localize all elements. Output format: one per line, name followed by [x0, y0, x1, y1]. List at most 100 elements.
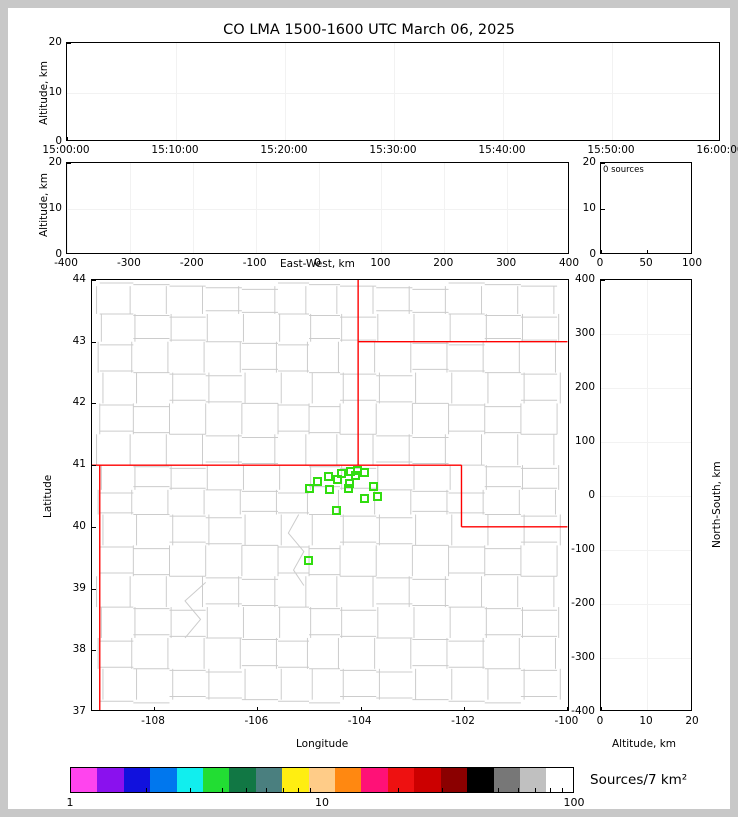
gridline [318, 163, 320, 253]
panel-northsouth-altitude[interactable] [600, 279, 692, 711]
colorbar-minor-tick [442, 788, 444, 792]
tick-mark [601, 249, 602, 253]
colorbar-band [150, 768, 177, 792]
source-marker [351, 470, 361, 480]
colorbar-minor-tick [534, 788, 536, 792]
tick-mark [92, 341, 96, 343]
axis-tick-label: 200 [433, 257, 454, 269]
colorbar-minor-tick [549, 788, 551, 792]
tick-mark [257, 706, 259, 710]
tick-mark [567, 706, 568, 710]
axis-tick-label: 42 [72, 396, 86, 409]
tick-mark [647, 249, 648, 253]
panel-time-altitude[interactable] [66, 42, 720, 141]
tick-mark [92, 403, 96, 405]
axis-tick-label: -100 [242, 257, 267, 269]
gridline [601, 496, 691, 497]
axis-tick-label: 15:20:00 [260, 144, 308, 156]
axis-tick-label: 200 [574, 381, 595, 393]
axis-tick-label: 10 [48, 202, 62, 214]
colorbar-minor-tick [473, 788, 475, 792]
colorbar-band [440, 768, 468, 792]
colorbar-band [361, 768, 388, 792]
tick-mark [67, 43, 71, 44]
gridline [67, 163, 68, 253]
axis-tick-label: 100 [370, 257, 391, 269]
axis-tick-label: 400 [574, 273, 595, 285]
gridline [601, 604, 691, 605]
source-marker [332, 506, 342, 516]
gridline [601, 442, 691, 443]
gridline [381, 163, 383, 253]
tick-mark [92, 465, 96, 467]
colorbar-tick-label: 1 [66, 796, 74, 809]
gridline [255, 163, 257, 253]
colorbar-band [203, 768, 230, 792]
colorbar-minor-tick [266, 788, 268, 792]
colorbar-minor-tick [145, 788, 147, 792]
colorbar-minor-tick [518, 788, 520, 792]
axis-tick-label: 0 [589, 248, 596, 260]
axis-tick-label: 10 [48, 85, 62, 98]
source-marker [343, 484, 353, 494]
axis-label-altitude-3: Altitude, km [612, 738, 677, 750]
axis-tick-label: -102 [451, 715, 475, 727]
panel-altitude-histogram[interactable]: 0 sources [600, 162, 692, 254]
axis-tick-label: 300 [496, 257, 517, 269]
colorbar[interactable] [70, 767, 574, 793]
source-marker [303, 555, 313, 565]
source-marker [372, 491, 382, 501]
axis-tick-label: 400 [558, 257, 580, 269]
tick-mark [601, 163, 605, 164]
colorbar-band [176, 768, 204, 792]
colorbar-band [519, 768, 547, 792]
tick-mark [360, 706, 362, 710]
colorbar-band [229, 768, 256, 792]
axis-tick-label: -104 [347, 715, 372, 727]
axis-tick-label: -100 [554, 715, 579, 727]
gridline [176, 43, 177, 140]
gridline [601, 334, 691, 335]
axis-tick-label: 44 [72, 273, 86, 285]
axis-tick-label: 0 [596, 257, 604, 269]
axis-label-longitude: Longitude [296, 738, 349, 750]
axis-tick-label: 0 [55, 248, 62, 260]
gridline [601, 388, 691, 389]
gridline [285, 43, 286, 140]
axis-tick-label: 50 [639, 257, 653, 269]
source-marker [325, 485, 335, 495]
tick-mark [92, 526, 96, 528]
axis-tick-label: -200 [571, 597, 595, 609]
axis-tick-label: 15:30:00 [369, 144, 417, 156]
axis-label-latitude: Latitude [42, 474, 54, 518]
figure-canvas: CO LMA 1500-1600 UTC March 06, 2025 Alti… [8, 8, 738, 809]
axis-tick-label: -400 [54, 257, 78, 269]
colorbar-band [467, 768, 494, 792]
map-boundaries [92, 280, 568, 710]
source-marker [359, 468, 369, 478]
source-marker [368, 481, 378, 491]
gridline [612, 43, 613, 140]
colorbar-minor-tick [282, 788, 284, 792]
panel-eastwest-altitude[interactable] [66, 162, 569, 254]
colorbar-minor-tick [246, 788, 248, 792]
axis-tick-label: 40 [72, 519, 86, 532]
tick-mark [92, 280, 96, 281]
colorbar-unit-label: Sources/7 km² [590, 772, 688, 788]
colorbar-band [123, 768, 151, 792]
colorbar-band [255, 768, 283, 792]
axis-tick-label: 41 [72, 458, 86, 471]
colorbar-minor-tick [562, 788, 564, 792]
axis-tick-label: -300 [571, 651, 595, 663]
colorbar-minor-tick [190, 788, 192, 792]
axis-tick-label: 0 [55, 135, 62, 147]
axis-tick-label: -400 [571, 705, 595, 717]
tick-mark [92, 650, 96, 652]
tick-mark [464, 706, 466, 710]
axis-tick-label: -106 [244, 715, 269, 727]
axis-tick-label: -100 [571, 543, 595, 555]
axis-tick-label: 10 [639, 715, 653, 727]
panel-plan-view-map[interactable] [91, 279, 569, 711]
tick-mark [154, 706, 155, 710]
gridline [647, 280, 648, 710]
